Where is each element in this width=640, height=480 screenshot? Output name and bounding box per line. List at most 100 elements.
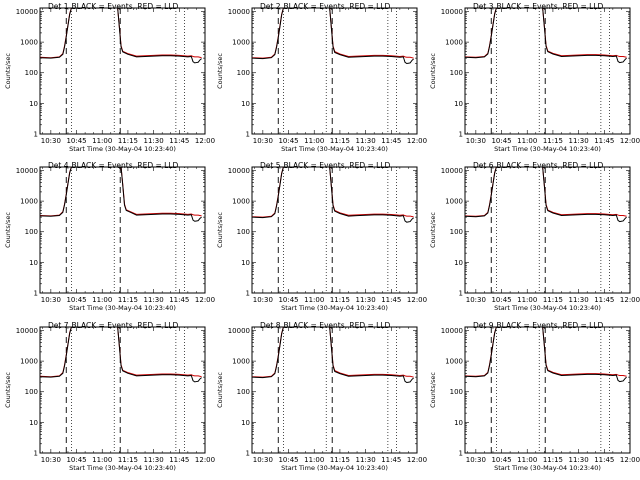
events-series-line xyxy=(465,8,627,64)
detector-name: Det 6 xyxy=(473,161,494,170)
x-tick-label: 11:45 xyxy=(169,456,189,464)
panel-title: Det 8 BLACK = Events, RED = LLD xyxy=(260,321,390,330)
detector-panel: 1 10 100 1000 10000 Counts/sec 10:30 10:45 11:00… xyxy=(216,321,427,472)
x-tick-label: 10:45 xyxy=(491,296,511,304)
y-tick-label: 10000 xyxy=(228,167,250,175)
x-axis-label: Start Time (30-May-04 10:23:40) xyxy=(69,464,176,472)
plot-frame xyxy=(251,326,418,454)
y-tick-label: 1000 xyxy=(445,39,463,47)
y-tick-label: 10 xyxy=(241,419,250,427)
x-tick-label: 11:45 xyxy=(381,456,401,464)
y-tick-label: 1000 xyxy=(20,198,38,206)
plot-frame xyxy=(464,166,631,294)
plot-frame xyxy=(39,7,206,135)
plot-area xyxy=(465,327,627,453)
detector-name: Det 5 xyxy=(260,161,281,170)
x-tick-label: 11:30 xyxy=(356,296,376,304)
x-tick-label: 11:15 xyxy=(543,137,563,145)
x-tick-label: 10:30 xyxy=(253,456,273,464)
x-axis-label: Start Time (30-May-04 10:23:40) xyxy=(69,145,176,153)
x-tick-label: 11:15 xyxy=(330,137,350,145)
detector-panel: 1 10 100 1000 10000 Counts/sec 10:30 10:45 11:00… xyxy=(4,321,215,472)
events-series-line xyxy=(465,167,627,223)
x-tick-label: 10:30 xyxy=(466,137,486,145)
events-series-line xyxy=(40,8,202,64)
lld-series-line xyxy=(40,167,202,217)
x-tick-label: 12:00 xyxy=(195,296,215,304)
x-tick-label: 11:30 xyxy=(144,456,164,464)
plot-frame xyxy=(251,7,418,135)
plot-area xyxy=(40,167,202,293)
legend-text: BLACK = Events, RED = LLD xyxy=(72,321,179,330)
y-tick-label: 100 xyxy=(25,388,38,396)
x-tick-label: 11:00 xyxy=(92,456,112,464)
y-tick-label: 10000 xyxy=(441,8,463,16)
legend-text: BLACK = Events, RED = LLD xyxy=(284,161,391,170)
plot-area xyxy=(465,167,627,293)
y-tick-label: 1000 xyxy=(445,358,463,366)
detector-panel: 1 10 100 1000 10000 Counts/sec 10:30 10:45 11:00… xyxy=(4,2,215,153)
x-tick-label: 10:30 xyxy=(41,296,61,304)
x-tick-label: 12:00 xyxy=(407,456,427,464)
x-tick-label: 12:00 xyxy=(407,137,427,145)
legend-text: BLACK = Events, RED = LLD xyxy=(497,321,604,330)
y-axis-label: Counts/sec xyxy=(216,53,224,89)
x-tick-label: 11:00 xyxy=(517,296,537,304)
y-tick-label: 1 xyxy=(459,131,463,139)
y-axis-label: Counts/sec xyxy=(429,53,437,89)
x-tick-label: 10:45 xyxy=(491,456,511,464)
x-tick-label: 11:15 xyxy=(118,456,138,464)
y-axis-label: Counts/sec xyxy=(429,212,437,248)
detector-name: Det 8 xyxy=(260,321,281,330)
plot-area xyxy=(252,327,414,453)
x-tick-label: 10:30 xyxy=(41,456,61,464)
x-tick-label: 10:30 xyxy=(41,137,61,145)
detector-name: Det 3 xyxy=(473,2,494,11)
y-tick-label: 10000 xyxy=(16,8,38,16)
detector-panel: 1 10 100 1000 10000 Counts/sec 10:30 10:45 11:00… xyxy=(429,321,640,472)
detector-name: Det 4 xyxy=(48,161,69,170)
x-tick-label: 12:00 xyxy=(620,296,640,304)
panel-title: Det 7 BLACK = Events, RED = LLD xyxy=(48,321,178,330)
y-tick-label: 10 xyxy=(454,100,463,108)
x-tick-label: 10:45 xyxy=(66,296,86,304)
events-series-line xyxy=(252,327,414,384)
y-tick-label: 100 xyxy=(237,69,250,77)
x-tick-label: 10:45 xyxy=(278,456,298,464)
x-tick-label: 10:30 xyxy=(466,456,486,464)
x-tick-label: 11:15 xyxy=(543,296,563,304)
plot-frame xyxy=(39,166,206,294)
y-tick-label: 1000 xyxy=(445,198,463,206)
x-tick-label: 11:15 xyxy=(330,296,350,304)
y-tick-label: 10000 xyxy=(441,327,463,335)
x-tick-label: 11:45 xyxy=(381,137,401,145)
events-series-line xyxy=(252,167,414,223)
panel-title: Det 6 BLACK = Events, RED = LLD xyxy=(473,161,603,170)
plot-area xyxy=(465,8,627,134)
plot-frame xyxy=(464,7,631,135)
detector-panel: 1 10 100 1000 10000 Counts/sec 10:30 10:45 11:00… xyxy=(216,161,427,312)
y-tick-label: 1 xyxy=(459,450,463,458)
x-tick-label: 11:30 xyxy=(356,137,376,145)
y-tick-label: 100 xyxy=(237,388,250,396)
y-tick-label: 10 xyxy=(29,100,38,108)
y-tick-label: 1000 xyxy=(232,39,250,47)
x-tick-label: 11:30 xyxy=(144,296,164,304)
x-tick-label: 11:00 xyxy=(92,296,112,304)
y-axis-label: Counts/sec xyxy=(216,212,224,248)
panel-title: Det 4 BLACK = Events, RED = LLD xyxy=(48,161,178,170)
y-tick-label: 10 xyxy=(241,259,250,267)
x-tick-label: 11:45 xyxy=(594,296,614,304)
x-tick-label: 11:15 xyxy=(118,137,138,145)
y-tick-label: 100 xyxy=(450,388,463,396)
plot-area xyxy=(40,327,202,453)
x-axis-label: Start Time (30-May-04 10:23:40) xyxy=(281,145,388,153)
x-tick-label: 11:30 xyxy=(569,137,589,145)
y-tick-label: 10000 xyxy=(16,167,38,175)
x-axis-label: Start Time (30-May-04 10:23:40) xyxy=(494,145,601,153)
detector-panel: 1 10 100 1000 10000 Counts/sec 10:30 10:45 11:00… xyxy=(429,2,640,153)
legend-text: BLACK = Events, RED = LLD xyxy=(284,321,391,330)
panel-title: Det 5 BLACK = Events, RED = LLD xyxy=(260,161,390,170)
x-tick-label: 10:30 xyxy=(466,296,486,304)
